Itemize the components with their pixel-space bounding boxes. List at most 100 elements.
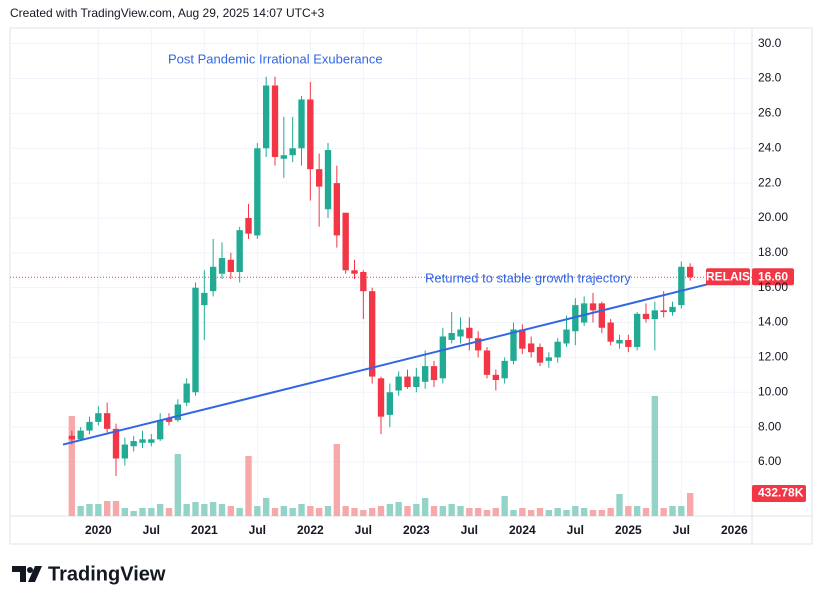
candle-body — [386, 392, 394, 415]
volume-bar — [633, 506, 641, 516]
logo-icon — [12, 566, 42, 582]
volume-bar — [563, 510, 570, 516]
volume-bar — [368, 508, 376, 516]
candle-body — [607, 322, 614, 342]
volume-bar — [280, 506, 288, 516]
candle-body — [262, 85, 270, 149]
candle-body — [572, 305, 579, 332]
candle-body — [351, 270, 358, 274]
candle-body — [148, 439, 155, 443]
volume-bar — [77, 506, 84, 516]
candle-body — [315, 169, 323, 187]
volume-bar — [430, 506, 438, 516]
volume-bar — [625, 506, 632, 516]
symbol-label: RELAIS — [706, 269, 750, 283]
x-tick-label: Jul — [461, 523, 478, 537]
price-label: 16.60 — [758, 269, 788, 283]
volume-bar — [510, 510, 517, 516]
candle-body — [421, 366, 429, 382]
volume-box — [752, 484, 806, 502]
x-tick-label: 2023 — [403, 523, 430, 537]
volume-bar — [342, 506, 349, 516]
volume-bar — [360, 510, 367, 516]
volume-bar — [227, 506, 235, 516]
y-tick-label: 10.00 — [758, 384, 788, 398]
annotation: Post Pandemic Irrational Exuberance — [168, 51, 383, 66]
volume-bar — [192, 502, 199, 516]
candle-body — [165, 418, 173, 422]
y-tick-label: 30.0 — [758, 36, 782, 50]
candle-body — [68, 435, 76, 440]
volume-bar — [156, 504, 164, 516]
candle-body — [413, 376, 420, 388]
y-tick-label: 18.00 — [758, 245, 788, 259]
candle-body — [192, 287, 199, 393]
candle-body — [227, 259, 235, 272]
candle-body — [633, 313, 641, 347]
candle-body — [280, 155, 288, 159]
candle-body — [95, 413, 102, 422]
logo: TradingView — [12, 563, 166, 585]
candle-body — [678, 266, 685, 306]
candle-body — [218, 258, 226, 274]
volume-bar — [315, 508, 323, 516]
y-tick-label: 14.00 — [758, 315, 788, 329]
volume-bar — [598, 510, 606, 516]
candle-body — [307, 99, 314, 170]
logo-dot — [27, 567, 33, 573]
candle-body — [183, 383, 190, 403]
candle-body — [554, 341, 561, 358]
y-tick-label: 26.0 — [758, 106, 782, 120]
candle-body — [201, 292, 208, 306]
volume-bar — [289, 508, 296, 516]
volume-bar — [112, 501, 120, 516]
candle-body — [457, 329, 464, 337]
volume-bar — [678, 506, 685, 516]
candle-body — [112, 428, 120, 459]
volume-bar — [413, 504, 420, 516]
volume-bar — [139, 508, 146, 516]
x-tick-label: Jul — [355, 523, 372, 537]
volume-bar — [492, 508, 500, 516]
volume-bar — [254, 506, 261, 516]
volume-bar — [474, 508, 482, 516]
candle-body — [589, 303, 597, 311]
volume-bar — [589, 510, 597, 516]
volume-bar — [86, 504, 93, 516]
candle-body — [271, 85, 279, 157]
candle-body — [254, 148, 261, 236]
volume-bar — [466, 508, 473, 516]
volume-bar — [298, 504, 305, 516]
volume-label: 432.78K — [758, 486, 804, 500]
candle-body — [289, 148, 296, 156]
header: Created with TradingView.com, Aug 29, 20… — [10, 6, 325, 20]
volume-bar — [616, 494, 623, 516]
y-tick-label: 20.00 — [758, 210, 788, 224]
x-tick-label: 2021 — [191, 523, 218, 537]
candle-body — [324, 150, 332, 210]
candle-body — [660, 310, 667, 313]
annotation: Returned to stable growth trajectory — [425, 270, 631, 285]
candle-body — [483, 350, 491, 375]
candle-body — [492, 374, 500, 381]
volume-bar — [580, 508, 588, 516]
candle-body — [395, 376, 402, 391]
volume-bar — [642, 508, 650, 516]
candle-body — [642, 313, 650, 320]
price-box — [752, 268, 794, 286]
pane-border — [9, 27, 813, 545]
candle-body — [598, 303, 606, 328]
volume-bar — [174, 454, 182, 516]
candle-body — [439, 336, 447, 379]
candle-body — [245, 217, 252, 234]
candle-body — [466, 327, 473, 339]
symbol-box — [706, 268, 750, 286]
x-tick-label: 2025 — [615, 523, 642, 537]
volume-bar — [457, 506, 464, 516]
candle-body — [430, 366, 438, 381]
candle-body — [377, 378, 385, 417]
candle-body — [501, 360, 508, 379]
candle-body — [686, 266, 694, 278]
volume-bar — [483, 510, 491, 516]
